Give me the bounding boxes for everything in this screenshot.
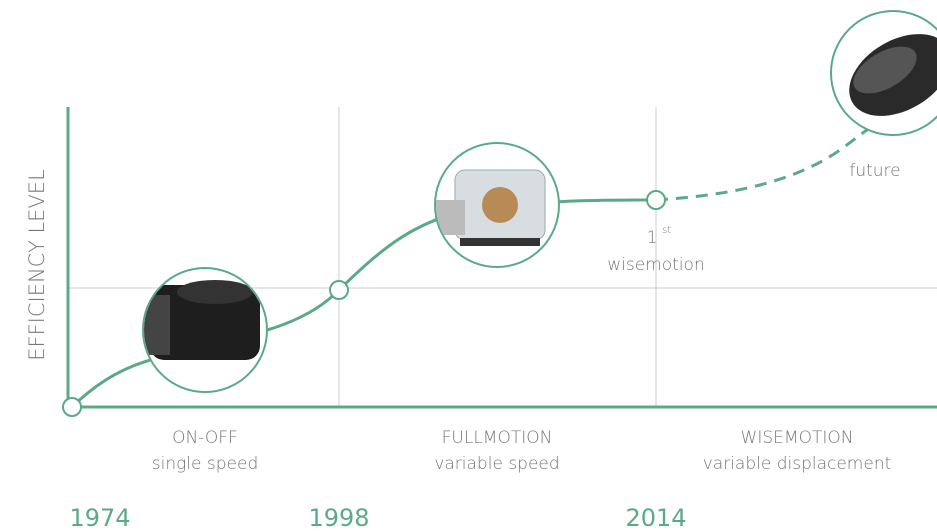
product-on-off [142, 267, 268, 393]
future-label: future [849, 161, 900, 181]
milestone-number: 1 [647, 228, 658, 248]
era-name: ON-OFF [172, 428, 238, 448]
milestone-label: wisemotion [607, 255, 704, 275]
milestone-suffix: st [662, 225, 671, 236]
era-name: WISEMOTION [741, 428, 854, 448]
era-subtitle: single speed [152, 454, 259, 474]
milestone-dot [646, 190, 666, 210]
year: 2014 [625, 504, 686, 531]
era-name: FULLMOTION [442, 428, 553, 448]
product-fullmotion [434, 142, 560, 268]
milestone-dot [329, 280, 349, 300]
milestone-dot [62, 397, 82, 417]
era-subtitle: variable displacement [703, 454, 892, 474]
year: 1974 [69, 504, 130, 531]
year: 1998 [308, 504, 369, 531]
axis-label: EFFICIENCY LEVEL [25, 169, 49, 361]
product-future [830, 10, 937, 136]
era-subtitle: variable speed [434, 454, 559, 474]
